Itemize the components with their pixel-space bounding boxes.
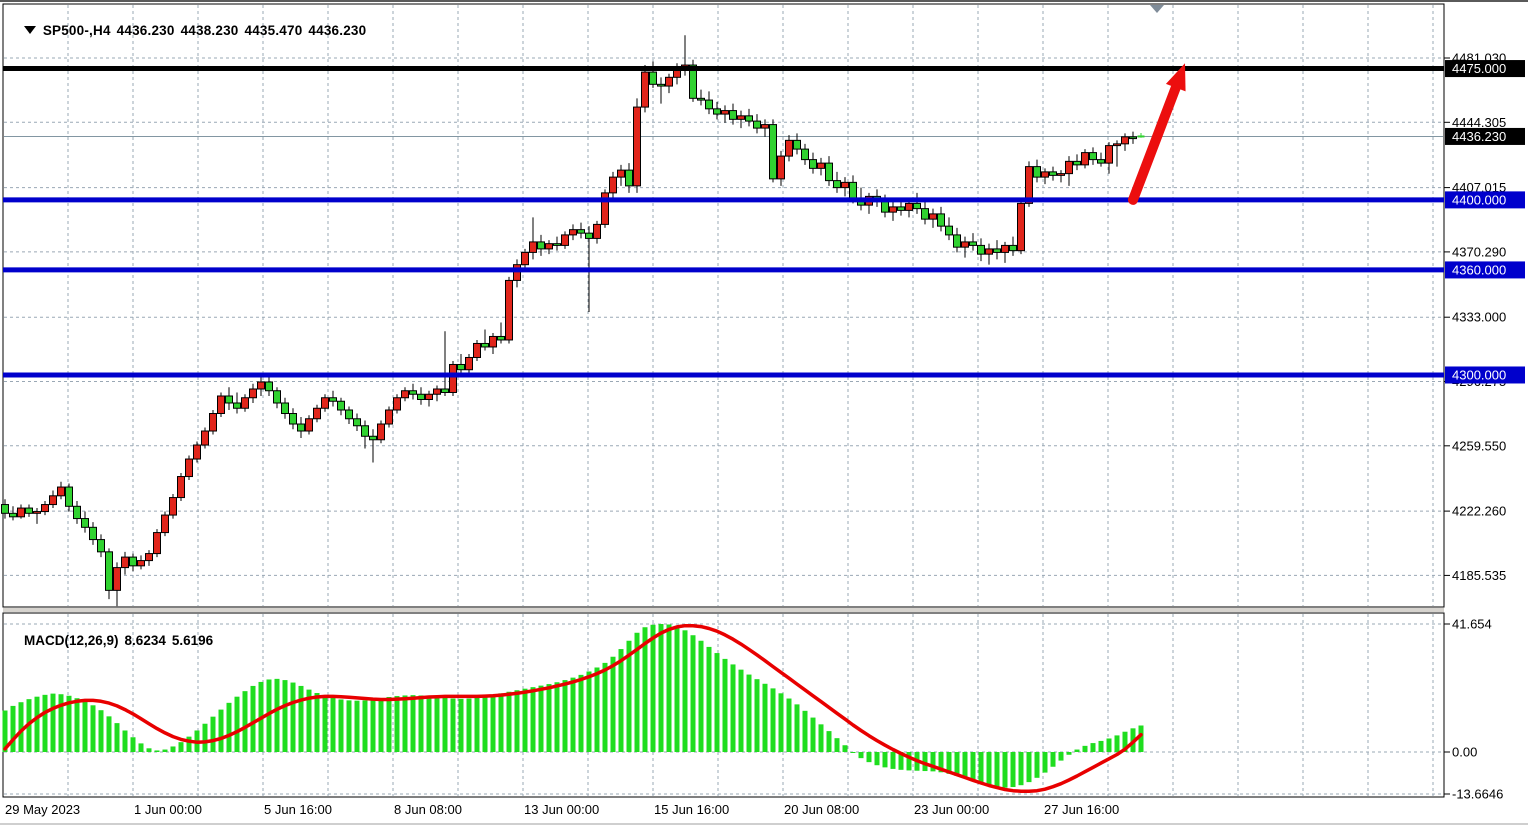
- time-tick-label: 29 May 2023: [5, 802, 80, 817]
- macd-tick-label: 0.00: [1452, 745, 1477, 760]
- price-tick-label: 4407.015: [1452, 180, 1506, 195]
- symbol-dropdown-icon[interactable]: [23, 26, 36, 34]
- time-tick-label: 8 Jun 08:00: [394, 802, 462, 817]
- macd-signal-value: 5.6196: [171, 633, 214, 648]
- price-tick-label: 4185.535: [1452, 568, 1506, 583]
- chart-title: SP500-,H4 4436.230 4438.230 4435.470 4436.23…: [8, 8, 372, 53]
- macd-tick-label: 41.654: [1452, 616, 1492, 631]
- ohlc-low: 4435.470: [244, 23, 303, 38]
- macd-histogram: [2, 623, 1144, 788]
- macd-indicator-label: MACD(12,26,9) 8.6234 5.6196: [9, 618, 219, 663]
- time-tick-label: 27 Jun 16:00: [1044, 802, 1119, 817]
- svg-text:4300.000: 4300.000: [1452, 367, 1506, 382]
- panel-separator[interactable]: [3, 608, 1444, 612]
- ohlc-open: 4436.230: [116, 23, 175, 38]
- time-tick-label: 20 Jun 08:00: [784, 802, 859, 817]
- price-tick-label: 4259.550: [1452, 438, 1506, 453]
- price-badge-4436.230: 4436.230: [1445, 127, 1525, 145]
- time-tick-label: 5 Jun 16:00: [264, 802, 332, 817]
- time-axis[interactable]: 29 May 2023 1 Jun 00:00 5 Jun 16:00 8 Jun 0…: [5, 802, 1119, 817]
- price-badge-4300.000: 4300.000: [1445, 366, 1525, 384]
- candles-layer: [1, 35, 1145, 607]
- ohlc-close: 4436.230: [308, 23, 367, 38]
- time-tick-label: 15 Jun 16:00: [654, 802, 729, 817]
- time-tick-label: 13 Jun 00:00: [524, 802, 599, 817]
- price-tick-label: 4370.290: [1452, 244, 1506, 259]
- price-panel-frame: [2, 3, 1445, 608]
- symbol-period-label: SP500-,H4: [42, 23, 111, 38]
- svg-text:4436.230: 4436.230: [1452, 129, 1506, 144]
- macd-axis[interactable]: 41.654 0.00 -13.6646: [1444, 616, 1503, 801]
- price-tick-label: 4222.260: [1452, 504, 1506, 519]
- grid-layer: [4, 5, 1443, 796]
- price-badge-4475.000: 4475.000: [1445, 60, 1525, 78]
- price-axis[interactable]: 4481.0304444.3054407.0154370.2904333.000…: [1444, 51, 1525, 583]
- macd-name: MACD(12,26,9): [24, 633, 119, 648]
- svg-text:4400.000: 4400.000: [1452, 192, 1506, 207]
- svg-text:4360.000: 4360.000: [1452, 262, 1506, 277]
- time-tick-label: 23 Jun 00:00: [914, 802, 989, 817]
- price-badge-4360.000: 4360.000: [1445, 261, 1525, 279]
- price-tick-label: 4444.305: [1452, 115, 1506, 130]
- ohlc-high: 4438.230: [180, 23, 239, 38]
- macd-main-value: 8.6234: [124, 633, 166, 648]
- price-badge-4400.000: 4400.000: [1445, 191, 1525, 209]
- price-tick-label: 4333.000: [1452, 310, 1506, 325]
- macd-tick-label: -13.6646: [1452, 786, 1503, 801]
- trend-arrow[interactable]: [1128, 63, 1186, 205]
- svg-text:4475.000: 4475.000: [1452, 61, 1506, 76]
- macd-signal-line: [3, 623, 1143, 794]
- time-tick-label: 1 Jun 00:00: [134, 802, 202, 817]
- level-lines-layer[interactable]: [3, 66, 1444, 378]
- scroll-to-end-marker-icon[interactable]: [1150, 5, 1164, 13]
